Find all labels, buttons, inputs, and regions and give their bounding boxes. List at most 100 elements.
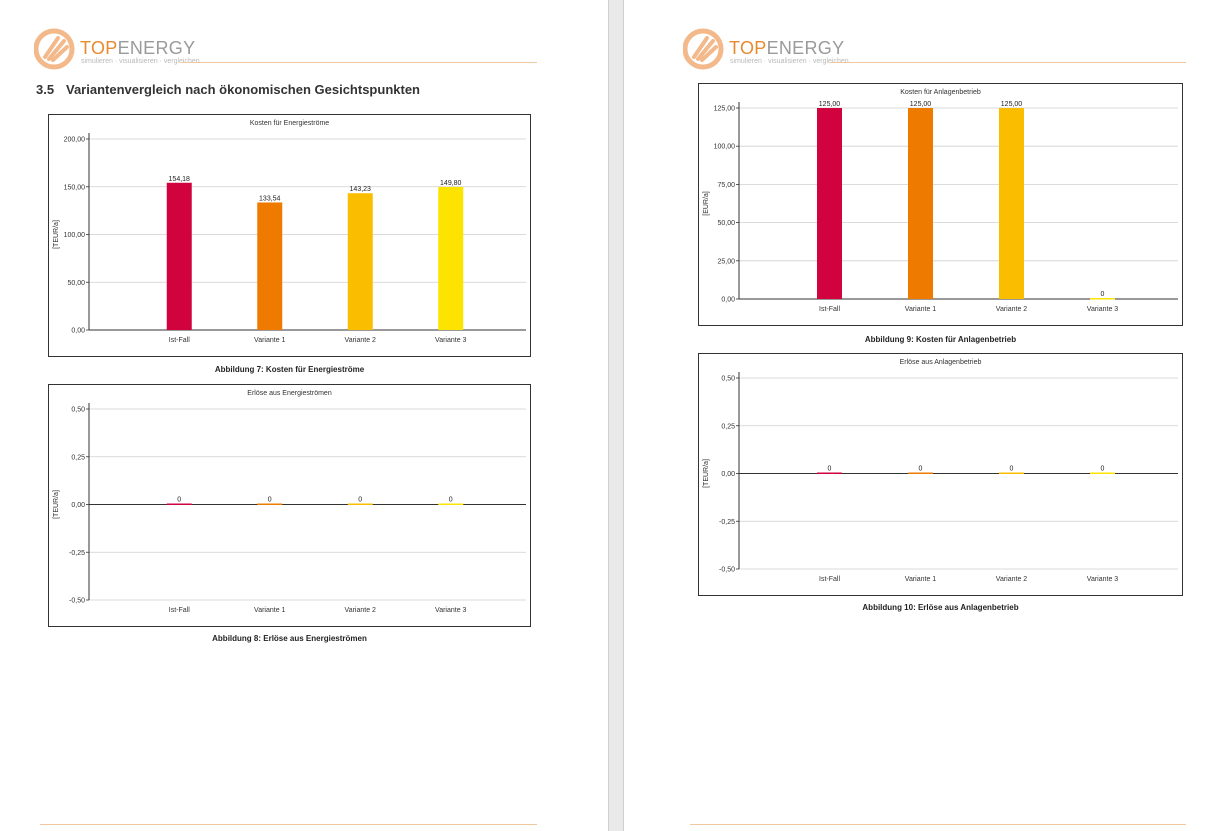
y-tick-label: 125,00 (714, 106, 736, 113)
brand-energy: ENERGY (117, 38, 196, 58)
data-label: 0 (358, 497, 362, 504)
chart-svg-c7: Kosten für Energieströme 0,00 50,00 100,00 1… (53, 120, 526, 344)
x-tick-label: Variante 2 (996, 576, 1027, 583)
x-tick-label: Variante 2 (996, 306, 1027, 313)
bar-variante-2 (999, 108, 1024, 299)
x-tick-label: Variante 3 (435, 607, 466, 614)
y-tick-label: 50,00 (717, 220, 735, 227)
section-title: Variantenvergleich nach ökonomischen Ges… (66, 82, 420, 97)
y-tick-label: 0,00 (71, 328, 85, 335)
y-tick-label: 0,50 (721, 376, 735, 383)
x-tick-label: Ist-Fall (169, 337, 190, 344)
y-tick-label: 0,25 (71, 454, 85, 461)
chart-svg-c9: Kosten für Anlagenbetrieb 0,00 25,00 50,00 7… (703, 89, 1178, 313)
data-label: 0 (268, 497, 272, 504)
x-tick-label: Variante 3 (1087, 576, 1118, 583)
bar-variante-2 (347, 193, 373, 330)
data-label: 0 (1010, 466, 1014, 473)
chart-title: Kosten für Anlagenbetrieb (900, 89, 981, 96)
x-tick-label: Variante 3 (1087, 306, 1118, 313)
bar-variante-3 (1090, 472, 1115, 474)
data-label: 154,18 (169, 176, 191, 183)
y-tick-label: 75,00 (717, 182, 735, 189)
x-tick-label: Variante 1 (905, 576, 936, 583)
data-label: 0 (919, 466, 923, 473)
y-tick-label: 0,00 (721, 297, 735, 304)
y-tick-label: 0,00 (721, 471, 735, 478)
y-tick-label: -0,50 (719, 567, 735, 574)
data-label: 133,54 (259, 195, 281, 202)
section-heading: 3.5 Variantenvergleich nach ökonomischen … (36, 82, 420, 97)
page-gutter (608, 0, 624, 831)
data-label: 0 (1101, 466, 1105, 473)
y-axis-label: [TEUR/a] (53, 220, 60, 249)
chart-erloese-anlagenbetrieb: Erlöse aus Anlagenbetrieb -0,50 -0,25 0,00 0… (698, 353, 1183, 596)
chart-title: Erlöse aus Anlagenbetrieb (900, 359, 982, 366)
bar-ist-fall (166, 182, 192, 330)
y-tick-label: 100,00 (714, 144, 736, 151)
footer-rule (690, 824, 1186, 825)
brand-name: TOPENERGY (80, 39, 195, 57)
data-label: 149,80 (440, 180, 462, 187)
topenergy-logo-icon (34, 28, 75, 70)
footer-rule (40, 824, 537, 825)
data-label: 143,23 (350, 186, 372, 193)
data-label: 0 (449, 497, 453, 504)
y-tick-label: 200,00 (64, 137, 86, 144)
bar-variante-2 (347, 503, 373, 505)
bar-variante-1 (908, 472, 933, 474)
y-tick-label: 25,00 (717, 258, 735, 265)
y-tick-label: -0,25 (69, 550, 85, 557)
caption-abbildung-10: Abbildung 10: Erlöse aus Anlagenbetrieb (862, 603, 1019, 612)
chart-title: Erlöse aus Energieströmen (247, 390, 332, 397)
caption-abbildung-7: Abbildung 7: Kosten für Energieströme (214, 365, 365, 374)
document-page-right: TOPENERGY simulieren · visualisieren · v… (624, 0, 1224, 831)
header-rule (830, 62, 1186, 63)
y-tick-label: -0,25 (719, 519, 735, 526)
bar-variante-3 (438, 503, 464, 505)
y-tick-label: 0,50 (71, 407, 85, 414)
y-tick-label: 100,00 (64, 232, 86, 239)
brand-tagline: simulieren · visualisieren · vergleichen (730, 58, 849, 65)
x-tick-label: Ist-Fall (819, 306, 840, 313)
data-label: 0 (1101, 291, 1105, 298)
brand-top: TOP (80, 38, 118, 58)
y-tick-label: 0,00 (71, 502, 85, 509)
data-label: 125,00 (1001, 101, 1023, 108)
bar-variante-3 (438, 186, 464, 330)
topenergy-logo-icon (683, 28, 724, 70)
brand-top: TOP (729, 38, 767, 58)
caption-abbildung-8: Abbildung 8: Erlöse aus Energieströmen (212, 634, 367, 643)
brand-name: TOPENERGY (729, 39, 844, 57)
y-axis-label: [EUR/a] (703, 191, 710, 216)
brand-tagline: simulieren · visualisieren · vergleichen (81, 58, 200, 65)
bar-ist-fall (166, 503, 192, 505)
bar-variante-1 (908, 108, 933, 299)
x-tick-label: Variante 2 (345, 607, 376, 614)
bar-ist-fall (817, 108, 842, 299)
header-rule (180, 62, 537, 63)
chart-title: Kosten für Energieströme (250, 120, 329, 127)
y-axis-label: [TEUR/a] (53, 490, 60, 519)
x-tick-label: Variante 1 (254, 607, 285, 614)
x-tick-label: Ist-Fall (169, 607, 190, 614)
document-page-left: TOPENERGY simulieren · visualisieren · v… (0, 0, 608, 831)
bar-variante-2 (999, 472, 1024, 474)
bar-variante-1 (257, 503, 283, 505)
bar-variante-3 (1090, 298, 1115, 300)
data-label: 0 (828, 466, 832, 473)
caption-abbildung-9: Abbildung 9: Kosten für Anlagenbetrieb (864, 335, 1017, 344)
section-number: 3.5 (36, 82, 55, 97)
data-label: 0 (177, 497, 181, 504)
data-label: 125,00 (819, 101, 841, 108)
x-tick-label: Variante 1 (905, 306, 936, 313)
chart-svg-c8: Erlöse aus Energieströmen -0,50 -0,25 0,00 0… (53, 390, 526, 614)
chart-kosten-anlagenbetrieb: Kosten für Anlagenbetrieb 0,00 25,00 50,00 7… (698, 83, 1183, 326)
x-tick-label: Variante 2 (345, 337, 376, 344)
x-tick-label: Variante 1 (254, 337, 285, 344)
y-tick-label: 150,00 (64, 184, 86, 191)
data-label: 125,00 (910, 101, 932, 108)
chart-erloese-energiestroeme: Erlöse aus Energieströmen -0,50 -0,25 0,00 0… (48, 384, 531, 627)
y-tick-label: -0,50 (69, 598, 85, 605)
chart-kosten-energiestroeme: Kosten für Energieströme 0,00 50,00 100,00 1… (48, 114, 531, 357)
